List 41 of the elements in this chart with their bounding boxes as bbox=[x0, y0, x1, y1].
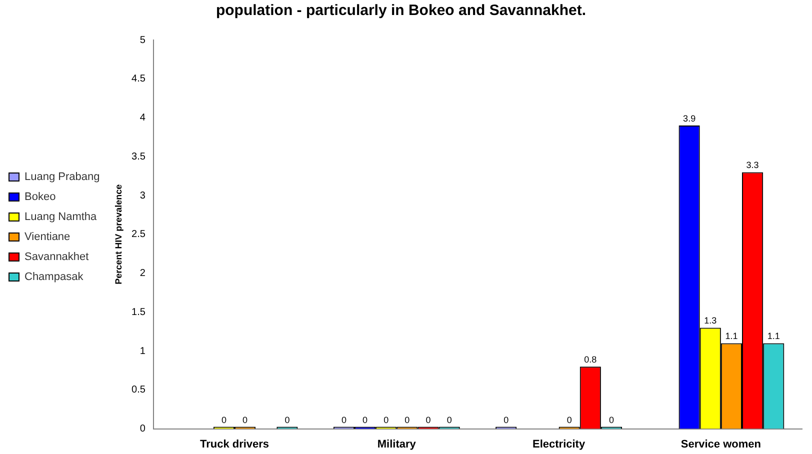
data-label: 0 bbox=[566, 414, 572, 425]
y-tick-label: 2 bbox=[140, 268, 146, 280]
x-tick-label: Truck drivers bbox=[200, 438, 270, 450]
legend-label: Bokeo bbox=[24, 191, 56, 204]
y-axis-title: Percent HIV prevalence bbox=[114, 184, 124, 284]
legend-label: Champasak bbox=[24, 271, 84, 284]
data-label: 0 bbox=[608, 414, 614, 425]
data-label: 0 bbox=[504, 414, 509, 425]
y-tick-label: 1.5 bbox=[132, 306, 146, 318]
data-label: 0 bbox=[242, 414, 248, 425]
y-tick-label: 5 bbox=[140, 34, 146, 46]
data-label: 0 bbox=[404, 414, 410, 425]
y-tick-label: 0 bbox=[140, 424, 146, 435]
legend-label: Luang Prabang bbox=[24, 171, 100, 184]
x-tick-label: Electricity bbox=[532, 438, 586, 450]
y-tick-label: 0.5 bbox=[132, 384, 146, 396]
legend-label: Luang Namtha bbox=[24, 211, 98, 224]
data-label: 1.1 bbox=[725, 331, 738, 342]
y-tick-label: 1 bbox=[140, 346, 146, 357]
data-label: 3.9 bbox=[683, 114, 696, 124]
legend-label: Vientiane bbox=[24, 231, 70, 244]
data-label: 0 bbox=[362, 414, 368, 425]
data-label: 3.3 bbox=[746, 160, 759, 170]
legend-label: Savannakhet bbox=[24, 251, 89, 264]
y-tick-label: 4.5 bbox=[132, 74, 146, 85]
data-label: 0 bbox=[426, 414, 431, 425]
data-label: 1.3 bbox=[704, 316, 717, 326]
data-label: 1.1 bbox=[767, 331, 780, 342]
data-label: 0 bbox=[221, 414, 226, 425]
y-tick-label: 3.5 bbox=[132, 151, 146, 162]
y-tick-label: 3 bbox=[140, 190, 146, 202]
data-label: 0 bbox=[446, 414, 452, 425]
x-tick-label: Service women bbox=[680, 438, 762, 450]
chart-title: population - particularly in Bokeo and Savannakhet. bbox=[216, 2, 586, 20]
data-label: 0 bbox=[284, 414, 290, 425]
data-label: 0 bbox=[384, 414, 389, 425]
x-tick-label: Military bbox=[377, 438, 417, 450]
y-tick-label: 4 bbox=[140, 112, 146, 124]
data-label: 0 bbox=[341, 414, 346, 425]
y-tick-label: 2.5 bbox=[132, 229, 146, 240]
data-label: 0.8 bbox=[584, 354, 597, 365]
